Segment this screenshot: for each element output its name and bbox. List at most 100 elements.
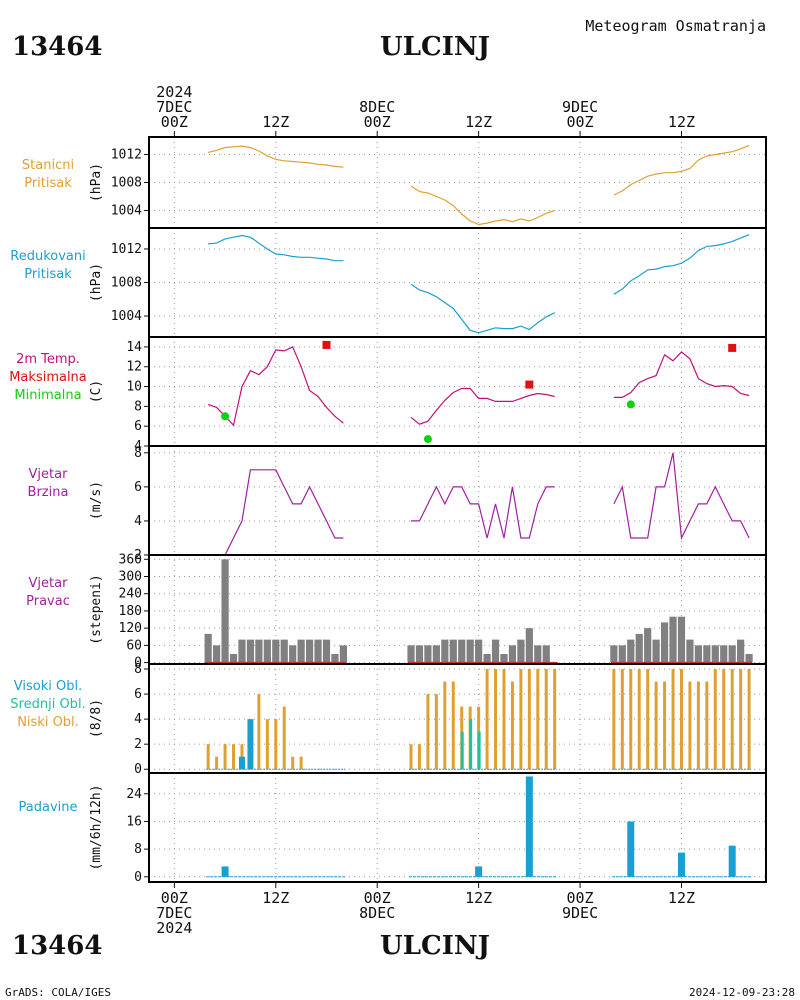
top-time-label: 7DEC: [156, 98, 192, 116]
y-tick-label: 4: [134, 712, 142, 727]
wind-dir-bar: [322, 639, 331, 663]
wind-dir-bar: [660, 622, 669, 663]
y-tick-label: 2: [134, 548, 142, 563]
wind-dir-bar: [483, 653, 491, 663]
panel-frame: [148, 227, 767, 338]
wind-dir-bar: [686, 639, 694, 663]
low-cloud-bar: [274, 719, 278, 770]
low-cloud-bar: [679, 669, 683, 770]
min-temp-marker: [221, 412, 230, 421]
y-tick-label: 60: [126, 638, 142, 653]
precip-bar: [221, 866, 229, 877]
y-tick-label: 14: [126, 340, 142, 355]
wind-dir-bar: [500, 653, 508, 663]
wind-dir-bar: [255, 639, 263, 663]
series-line: [613, 234, 750, 295]
max-temp-marker: [525, 380, 534, 389]
low-cloud-bar: [206, 744, 210, 770]
low-cloud-bar: [291, 756, 295, 770]
mid-cloud-bar: [477, 731, 481, 770]
mid-cloud-bar: [469, 719, 473, 770]
bottom-time-label: 8DEC: [359, 904, 395, 922]
low-cloud-bar: [629, 669, 633, 770]
precip-bar: [525, 776, 533, 877]
wind-dir-bar: [407, 645, 415, 663]
panel-frame: [148, 336, 767, 447]
low-cloud-bar: [747, 669, 751, 770]
y-axis-label: (C): [89, 380, 104, 403]
station-id-top: 13464: [12, 32, 102, 62]
low-cloud-bar: [730, 669, 734, 770]
y-tick-label: 8: [134, 399, 142, 414]
low-cloud-bar: [688, 681, 692, 770]
panel-label: Pritisak: [24, 267, 72, 282]
station-name-bottom: ULCINJ: [380, 931, 490, 961]
panels: 100410081012(hPa)StanicniPritisak1004100…: [9, 131, 767, 888]
low-cloud-bar: [451, 681, 455, 770]
footer: 13464 ULCINJ GrADS: COLA/IGES 2024-12-09…: [5, 931, 795, 999]
low-cloud-bar: [223, 744, 227, 770]
wind-dir-bar: [314, 639, 322, 663]
y-tick-label: 1008: [111, 276, 142, 291]
wind-dir-bar: [703, 645, 711, 663]
wind-dir-bar: [466, 639, 474, 663]
panel-label: Padavine: [19, 800, 78, 815]
panel-label: Redukovani: [10, 249, 85, 264]
y-tick-label: 180: [119, 604, 142, 619]
y-axis-label: (hPa): [89, 163, 104, 202]
wind-dir-bar: [331, 653, 339, 663]
wind-dir-bar: [415, 645, 424, 663]
wind-dir-bar: [221, 559, 229, 663]
wind-dir-bar: [694, 645, 702, 663]
station-id-bottom: 13464: [12, 931, 102, 961]
top-time-label: 12Z: [668, 113, 695, 131]
panel-temperature: 4 6 8 10 12 14 (C) 2m Temp. Maksimalna Minimalna: [9, 336, 767, 454]
wind-dir-bar: [669, 616, 677, 663]
footer-timestamp: 2024-12-09-23:28: [689, 986, 795, 999]
y-tick-label: 6: [134, 419, 142, 434]
series-line: [208, 469, 344, 556]
wind-dir-bar: [280, 639, 288, 663]
y-tick-label: 4: [134, 439, 142, 454]
panel-wind_speed: 2 4 6 8 (m/s) Vjetar Brzina: [28, 445, 767, 563]
low-cloud-bar: [417, 744, 421, 770]
panel-label: 2m Temp.: [16, 352, 80, 367]
top-time-label: 00Z: [364, 113, 391, 131]
series-line: [208, 145, 344, 168]
wind-dir-bar: [204, 633, 212, 663]
panel-label: Vjetar: [29, 467, 69, 482]
y-tick-label: 24: [126, 787, 142, 802]
wind-dir-bar: [491, 639, 500, 663]
panel-label: Srednji Obl.: [10, 697, 85, 712]
y-tick-label: 1008: [111, 176, 142, 191]
y-tick-label: 10: [126, 380, 142, 395]
wind-dir-bar: [305, 639, 314, 663]
bottom-time-label: 00Z: [567, 889, 594, 907]
min-temp-marker: [423, 435, 432, 444]
y-tick-label: 1004: [111, 204, 142, 219]
wind-dir-bar: [627, 639, 635, 663]
y-axis-label: (8/8): [89, 699, 104, 738]
wind-dir-bar: [432, 645, 440, 663]
bottom-time-label: 12Z: [465, 889, 492, 907]
series-line: [207, 346, 344, 427]
panel-label: Niski Obl.: [17, 715, 79, 730]
low-cloud-bar: [671, 669, 675, 770]
y-tick-label: 300: [119, 570, 142, 585]
bottom-time-label: 2024: [156, 919, 192, 937]
y-tick-label: 8: [134, 446, 142, 461]
y-tick-label: 6: [134, 480, 142, 495]
wind-dir-bar: [458, 639, 466, 663]
panel-label: Stanicni: [22, 158, 74, 173]
panel-station_pressure: 1004 1008 1012 (hPa) Stanicni Pritisak: [22, 136, 767, 229]
bottom-time-label: 12Z: [668, 889, 695, 907]
panel-label: Vjetar: [29, 576, 69, 591]
precip-bar: [677, 852, 685, 877]
wind-dir-bar: [238, 639, 246, 663]
series-line: [410, 387, 555, 425]
wind-dir-bar: [475, 639, 483, 663]
high-cloud-bar: [238, 756, 245, 770]
y-axis-label: (mm/6h/12h): [89, 784, 104, 870]
series-line: [613, 144, 750, 196]
